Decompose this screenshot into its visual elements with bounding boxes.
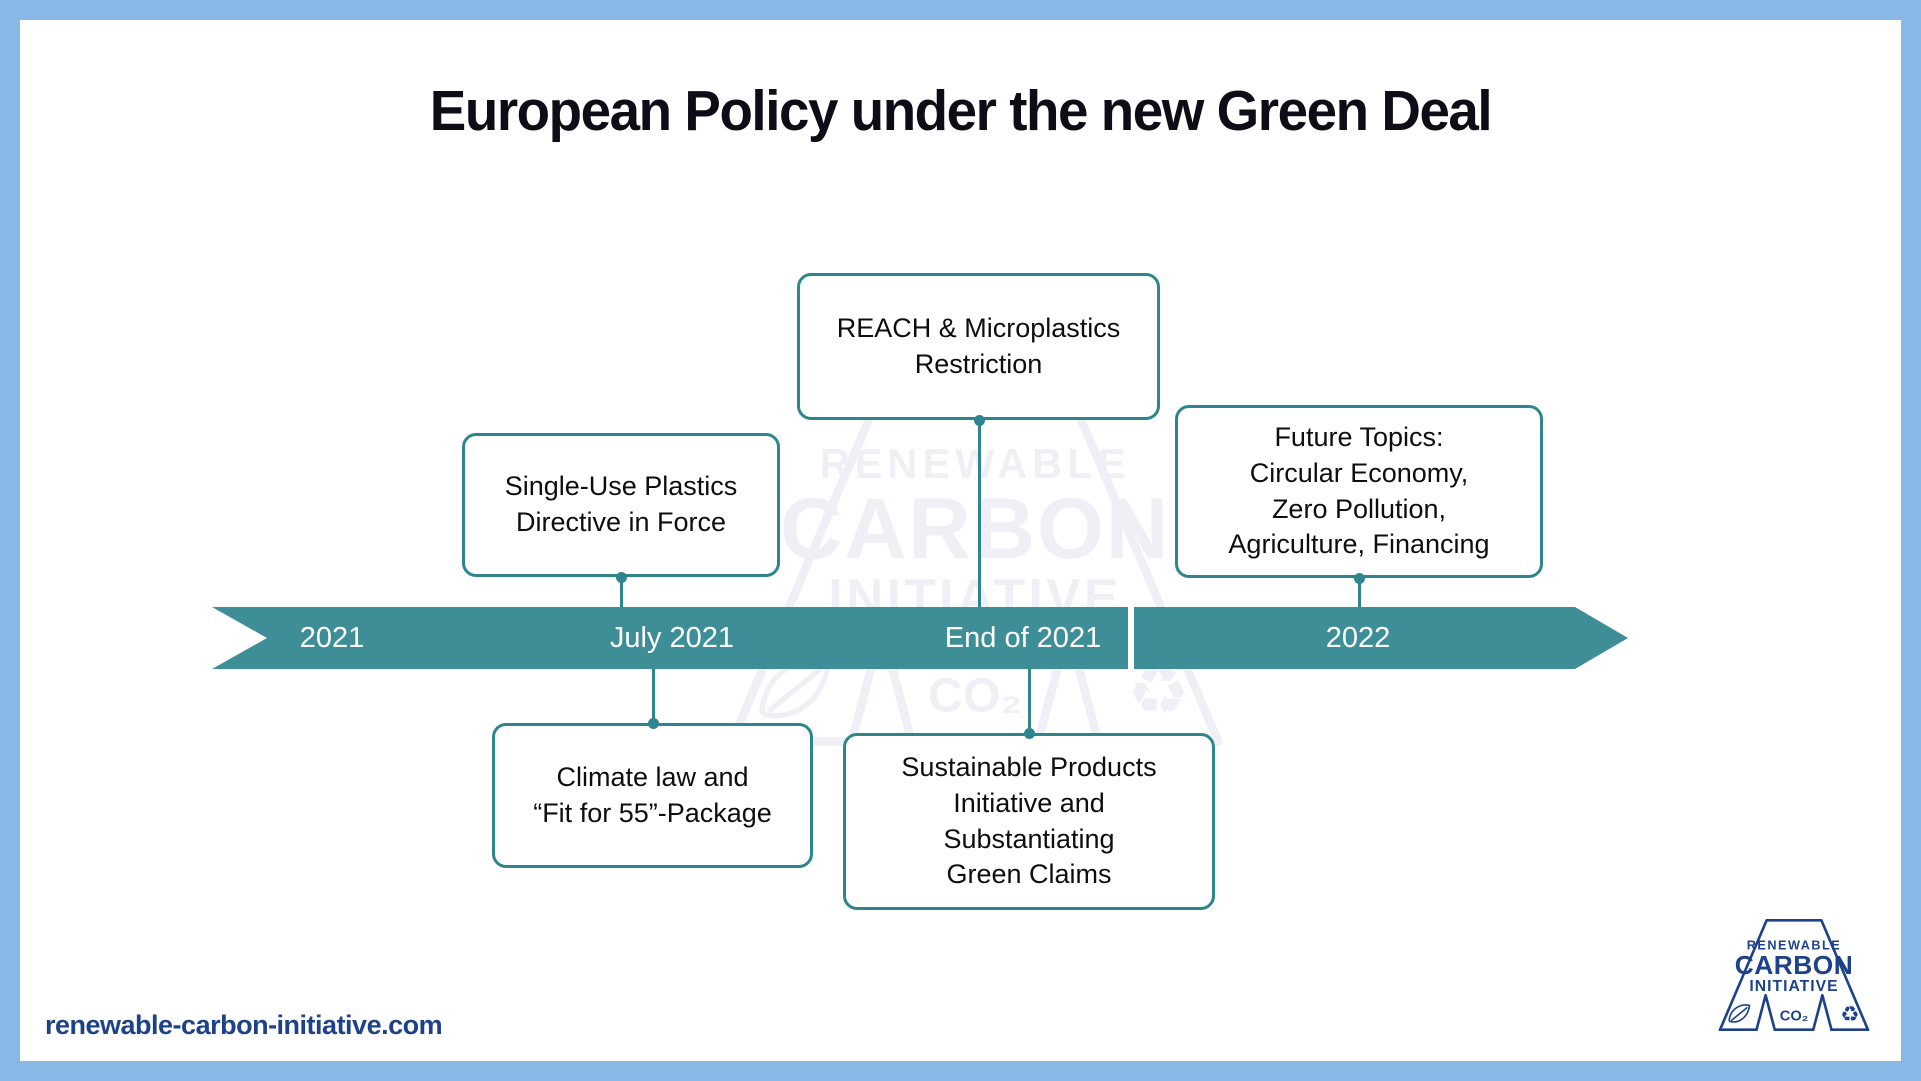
connector-dot-climate-law [647,717,659,729]
event-label: Single-Use Plastics Directive in Force [504,471,738,537]
connector-dot-sustainable-products [1023,727,1035,739]
event-box-future-topics: Future Topics: Circular Economy, Zero Po… [1175,405,1543,578]
connector-dot-future-topics [1353,572,1365,584]
timeline-bar-arrow-segment [1134,607,1628,669]
event-label: Climate law and “Fit for 55”-Package [533,761,772,828]
event-label: Sustainable Products Initiative and Subs… [901,752,1157,890]
page-title: European Policy under the new Green Deal [429,79,1493,143]
connector-reach-microplastics [977,420,981,607]
rci-logo [1718,918,1870,1032]
timeline-label-end-of-2021: End of 2021 [944,622,1102,654]
event-box-single-use-plastics: Single-Use Plastics Directive in Force [462,433,780,577]
connector-future-topics [1357,578,1361,607]
connector-sustainable-products [1027,669,1031,733]
connector-dot-single-use-plastics [615,571,627,583]
connector-climate-law [651,669,655,723]
timeline-label-2022: 2022 [1325,622,1391,654]
slide-canvas: RENEWABLE CARBON INITIATIVE CO₂ ♻ Europe… [20,20,1901,1061]
event-box-climate-law: Climate law and “Fit for 55”-Package [492,723,813,868]
connector-single-use-plastics [619,577,623,607]
timeline-label-2021: 2021 [299,622,365,654]
event-label: REACH & Microplastics Restriction [836,312,1121,379]
timeline-bar-left-segment [212,607,1128,669]
event-box-sustainable-products: Sustainable Products Initiative and Subs… [843,733,1215,910]
footer-website: renewable-carbon-initiative.com [45,1010,443,1040]
connector-dot-reach-microplastics [973,414,985,426]
watermark-rci-logo [725,375,1225,748]
event-box-reach-microplastics: REACH & Microplastics Restriction [797,273,1160,420]
event-label: Future Topics: Circular Economy, Zero Po… [1228,422,1490,560]
timeline-label-july-2021: July 2021 [609,622,735,654]
